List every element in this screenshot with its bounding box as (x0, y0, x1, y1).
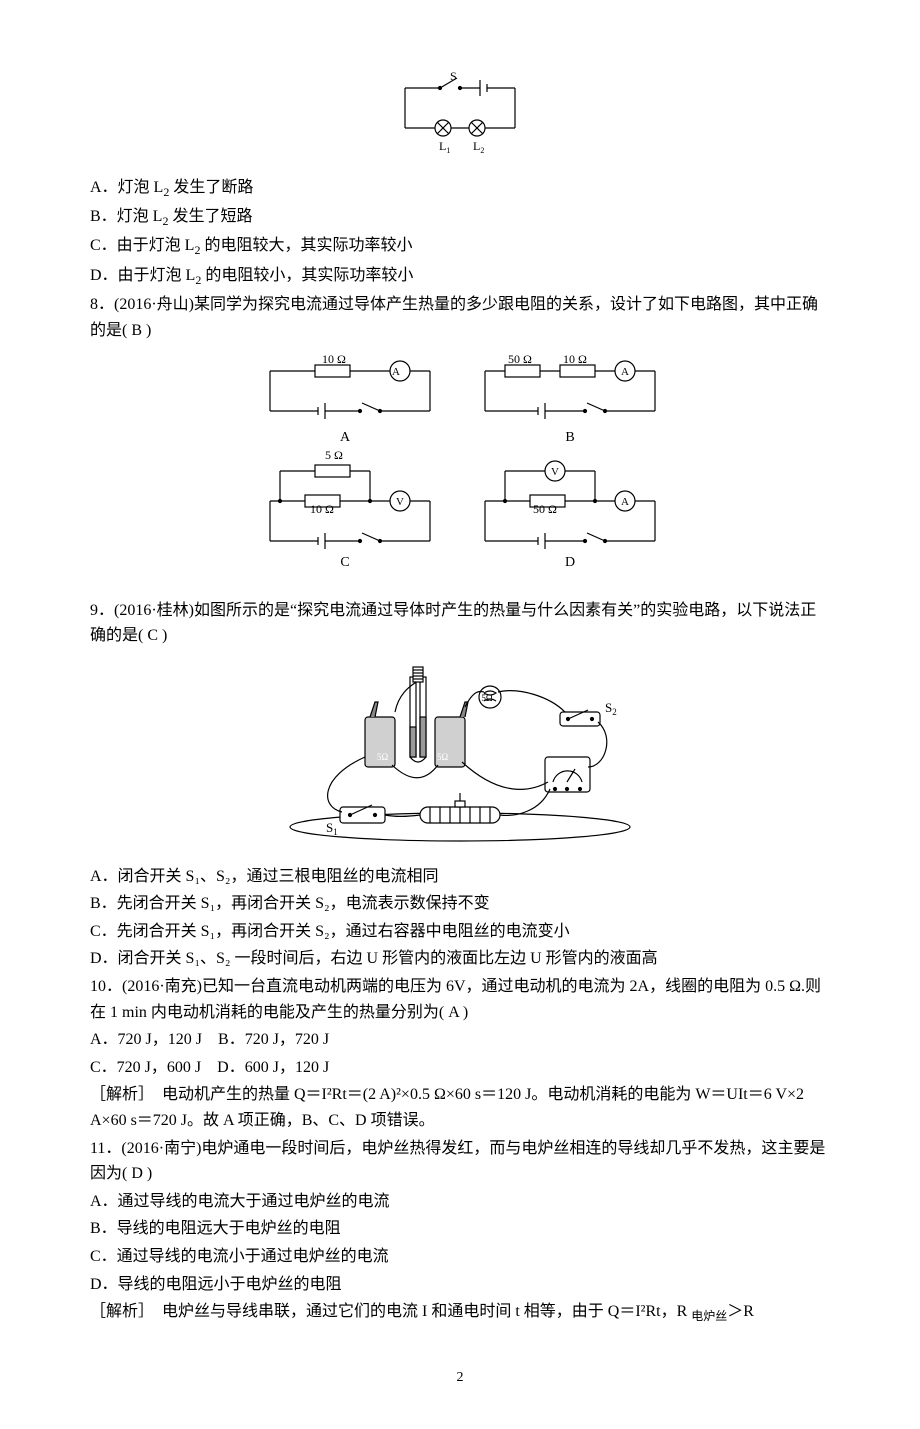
q8-D-resistor: 50 Ω (533, 502, 557, 516)
q10-options-cd: C．720 J，600 J D．600 J，120 J (90, 1055, 830, 1081)
q9-r-left: 5Ω (377, 752, 389, 762)
q10-explanation: ［解析］ 电动机产生的热量 Q＝I²Rt＝(2 A)²×0.5 Ω×60 s＝1… (90, 1082, 830, 1133)
q11-stem: 11．(2016·南宁)电炉通电一段时间后，电炉丝热得发红，而与电炉丝相连的导线… (90, 1136, 830, 1187)
q7-option-d: D．由于灯泡 L2 的电阻较小，其实际功率较小 (90, 263, 830, 290)
q9-r-ext: 5Ω (481, 693, 493, 703)
q7-option-b: B．灯泡 L2 发生了短路 (90, 204, 830, 231)
svg-text:S2: S2 (605, 700, 617, 717)
q9-option-d: D．闭合开关 S₁、S₂ 一段时间后，右边 U 形管内的液面比左边 U 形管内的… (90, 946, 830, 972)
q8-A-caption: A (340, 430, 351, 445)
q7-circuit-figure: S L1 L2 (90, 68, 830, 167)
q10-stem: 10．(2016·南充)已知一台直流电动机两端的电压为 6V，通过电动机的电流为… (90, 974, 830, 1025)
q9-s2-sub: 2 (612, 707, 617, 717)
q9-option-a: A．闭合开关 S₁、S₂，通过三根电阻丝的电流相同 (90, 864, 830, 890)
q11-explanation: ［解析］ 电炉丝与导线串联，通过它们的电流 I 和通电时间 t 相等，由于 Q＝… (90, 1299, 830, 1326)
lamp-l2-label: L (473, 139, 480, 153)
q7-option-c: C．由于灯泡 L2 的电阻较大，其实际功率较小 (90, 233, 830, 260)
q11-option-a: A．通过导线的电流大于通过电炉丝的电流 (90, 1189, 830, 1215)
q8-stem: 8．(2016·舟山)某同学为探究电流通过导体产生热量的多少跟电阻的关系，设计了… (90, 292, 830, 343)
lamp-l1-label: L (439, 139, 446, 153)
q11-option-d: D．导线的电阻远小于电炉丝的电阻 (90, 1272, 830, 1298)
q8-circuit-figure: 10 Ω A A 50 Ω 10 Ω A B (90, 351, 830, 590)
switch-label: S (450, 69, 457, 83)
q11-option-b: B．导线的电阻远大于电炉丝的电阻 (90, 1216, 830, 1242)
q9-apparatus-figure: 5Ω 5Ω 5Ω S2 S1 (90, 657, 830, 856)
q8-B-resistor1: 50 Ω (508, 352, 532, 366)
q9-s2-label: S (605, 700, 612, 715)
q9-option-b: B．先闭合开关 S₁，再闭合开关 S₂，电流表示数保持不变 (90, 891, 830, 917)
q8-A-resistor: 10 Ω (322, 352, 346, 366)
q10-options-ab: A．720 J，120 J B．720 J，720 J (90, 1027, 830, 1053)
q8-D-caption: D (565, 555, 575, 570)
q9-s1-label: S (326, 820, 333, 835)
q7-option-a: A．灯泡 L2 发生了断路 (90, 175, 830, 202)
lamp-l1-sub: 1 (446, 146, 450, 155)
svg-text:L2: L2 (473, 139, 484, 155)
q8-B-resistor2: 10 Ω (563, 352, 587, 366)
q8-D-voltmeter: V (551, 466, 559, 478)
lamp-l2-sub: 2 (480, 146, 484, 155)
q11-option-c: C．通过导线的电流小于通过电炉丝的电流 (90, 1244, 830, 1270)
q9-r-right: 5Ω (437, 752, 449, 762)
q9-option-c: C．先闭合开关 S₁，再闭合开关 S₂，通过右容器中电阻丝的电流变小 (90, 919, 830, 945)
q8-A-meter: A (392, 366, 400, 378)
q8-B-meter: A (621, 366, 629, 378)
q9-stem: 9．(2016·桂林)如图所示的是“探究电流通过导体时产生的热量与什么因素有关”… (90, 598, 830, 649)
q8-B-caption: B (565, 430, 574, 445)
page-number: 2 (90, 1367, 830, 1389)
q8-C-resistor1: 5 Ω (325, 448, 343, 462)
q8-C-resistor2: 10 Ω (310, 502, 334, 516)
q8-C-meter: V (396, 496, 404, 508)
svg-text:L1: L1 (439, 139, 450, 155)
q8-D-ammeter: A (621, 496, 629, 508)
q9-s1-sub: 1 (333, 827, 338, 837)
q8-C-caption: C (340, 555, 349, 570)
